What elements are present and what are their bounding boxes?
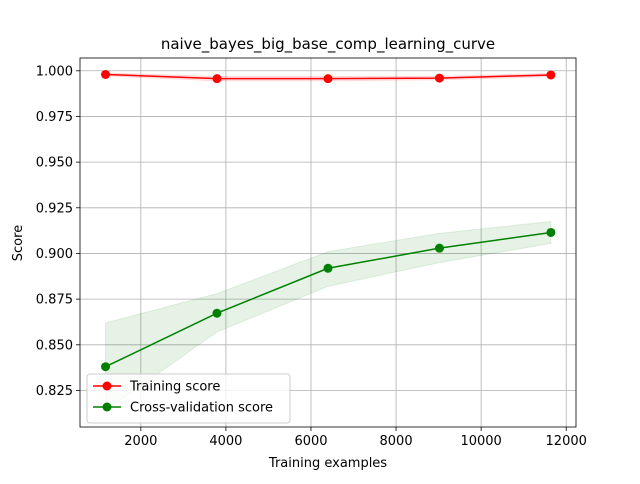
- cross-validation-score-point: [323, 263, 333, 273]
- y-tick-label: 1.000: [36, 64, 73, 79]
- legend-cross-validation-score-label: Cross-validation score: [130, 401, 273, 416]
- y-tick-label: 0.950: [36, 156, 73, 171]
- axes: 2000 4000 6000 8000 10000 12000 0.825 0.850 0.87…: [36, 57, 587, 449]
- x-tick-label: 2000: [124, 434, 157, 449]
- y-tick-label: 0.875: [36, 293, 73, 308]
- cross-validation-score-point: [434, 243, 444, 253]
- legend-training-score-label: Training score: [129, 380, 220, 395]
- y-tick-label: 0.825: [36, 384, 73, 399]
- x-axis-label: Training examples: [268, 456, 387, 471]
- chart-title: naive_bayes_big_base_comp_learning_curve: [161, 35, 495, 54]
- training-score-point: [101, 69, 111, 79]
- legend-box: [86, 373, 291, 424]
- legend-training-score-swatch-marker: [102, 381, 112, 391]
- x-tick-label: 10000: [460, 434, 501, 449]
- grid-lines: [80, 58, 576, 427]
- cross-validation-score-point: [212, 308, 222, 318]
- x-tick-label: 12000: [546, 434, 587, 449]
- legend-cross-validation-score-swatch-marker: [102, 402, 112, 412]
- cross-validation-score-point: [101, 362, 111, 372]
- training-score-point: [212, 74, 222, 84]
- training-score-point: [434, 73, 444, 83]
- x-tick-label: 8000: [380, 434, 413, 449]
- series-lines: [101, 69, 556, 372]
- legend: Training score Cross-validation score: [86, 373, 291, 424]
- y-tick-label: 0.900: [36, 247, 73, 262]
- cross-validation-score-point: [546, 227, 556, 237]
- x-tick-label: 4000: [209, 434, 242, 449]
- plot-frame: [79, 57, 577, 428]
- training-score-point: [323, 74, 333, 84]
- y-tick-label: 0.975: [36, 110, 73, 125]
- training-score-point: [546, 70, 556, 80]
- x-tick-label: 6000: [294, 434, 327, 449]
- y-axis-label: Score: [11, 225, 26, 261]
- cross-validation-score-band: [105, 220, 552, 412]
- y-tick-label: 0.925: [36, 201, 73, 216]
- y-tick-label: 0.850: [36, 338, 73, 353]
